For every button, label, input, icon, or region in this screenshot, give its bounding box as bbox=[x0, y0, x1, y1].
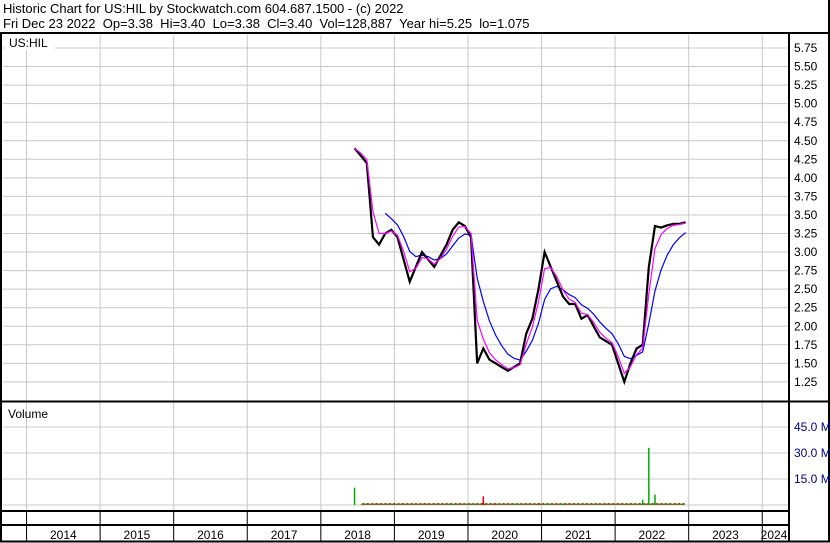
year-label: 2014 bbox=[50, 528, 77, 542]
volume-tick-label: 30.0 M bbox=[794, 446, 830, 460]
year-label: 2015 bbox=[124, 528, 151, 542]
chart-title: Historic Chart for US:HIL by Stockwatch.… bbox=[3, 1, 404, 16]
year-label: 2020 bbox=[491, 528, 518, 542]
volume-bars bbox=[353, 447, 685, 505]
price-tick-label: 3.75 bbox=[794, 189, 818, 203]
year-label: 2024 bbox=[761, 528, 788, 542]
year-label: 2016 bbox=[197, 528, 224, 542]
volume-tick-label: 15.0 M bbox=[794, 472, 830, 486]
price-line bbox=[353, 147, 686, 386]
price-tick-label: 4.75 bbox=[794, 115, 818, 129]
price-tick-label: 5.75 bbox=[794, 41, 818, 55]
price-lines bbox=[353, 147, 686, 386]
year-label: 2019 bbox=[418, 528, 445, 542]
year-label: 2023 bbox=[712, 528, 739, 542]
price-tick-label: 4.00 bbox=[794, 171, 818, 185]
symbol-label: US:HIL bbox=[9, 36, 48, 50]
price-tick-label: 4.50 bbox=[794, 134, 818, 148]
year-label: 2018 bbox=[344, 528, 371, 542]
price-tick-label: 2.75 bbox=[794, 264, 818, 278]
price-tick-label: 2.00 bbox=[794, 319, 818, 333]
long-moving-average-line bbox=[384, 212, 686, 361]
year-label: 2017 bbox=[271, 528, 298, 542]
price-tick-label: 5.25 bbox=[794, 78, 818, 92]
price-tick-label: 4.25 bbox=[794, 152, 818, 166]
price-tick-label: 3.25 bbox=[794, 227, 818, 241]
price-tick-label: 1.25 bbox=[794, 375, 818, 389]
symbol-label-bg bbox=[5, 36, 55, 51]
price-tick-label: 3.50 bbox=[794, 208, 818, 222]
price-tick-label: 2.50 bbox=[794, 282, 818, 296]
grid-lines bbox=[3, 35, 788, 510]
price-tick-label: 3.00 bbox=[794, 245, 818, 259]
volume-tick-label: 45.0 M bbox=[794, 420, 830, 434]
volume-label: Volume bbox=[8, 407, 48, 421]
short-moving-average-line bbox=[354, 147, 686, 375]
price-tick-label: 1.50 bbox=[794, 356, 818, 370]
price-tick-label: 5.50 bbox=[794, 60, 818, 74]
price-tick-label: 2.25 bbox=[794, 301, 818, 315]
year-label: 2022 bbox=[639, 528, 666, 542]
price-tick-label: 1.75 bbox=[794, 338, 818, 352]
quote-summary: Fri Dec 23 2022 Op=3.38 Hi=3.40 Lo=3.38 … bbox=[3, 16, 530, 31]
year-label: 2021 bbox=[565, 528, 592, 542]
price-tick-label: 5.00 bbox=[794, 97, 818, 111]
